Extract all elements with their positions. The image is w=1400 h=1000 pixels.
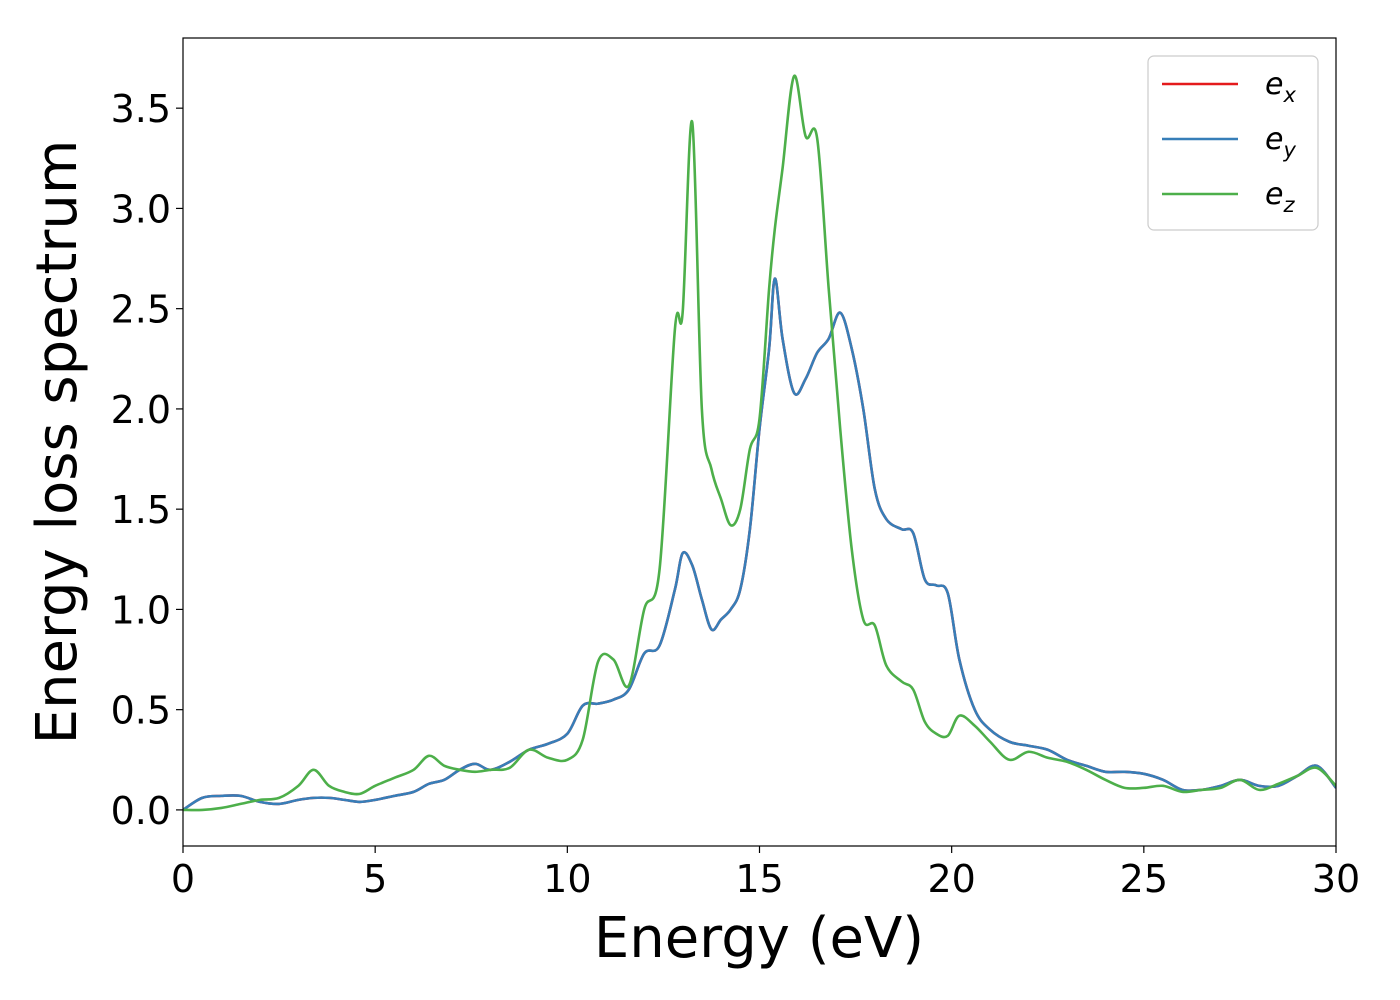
- y-tick-label: 1.5: [111, 488, 171, 532]
- y-tick-label: 2.0: [111, 388, 171, 432]
- x-tick-label: 30: [1312, 857, 1360, 901]
- y-tick-label: 1.0: [111, 588, 171, 632]
- series-line-e-z: [183, 74, 1336, 812]
- plot-layer: [183, 74, 1336, 812]
- x-tick-label: 5: [363, 857, 387, 901]
- y-tick-label: 3.0: [111, 187, 171, 231]
- y-tick-label: 0.0: [111, 789, 171, 833]
- y-tick-label: 3.5: [111, 87, 171, 131]
- y-tick-label: 0.5: [111, 689, 171, 733]
- x-tick-label: 20: [927, 857, 975, 901]
- axis-layer: 0 5 10 15 20 25 30 0.0 0.5 1.0 1.5 2.0 2.5 3.0 3.5: [111, 87, 1361, 901]
- x-tick-label: 15: [735, 857, 783, 901]
- x-tick-label: 0: [171, 857, 195, 901]
- y-tick-label: 2.5: [111, 288, 171, 332]
- legend-box: [1147, 55, 1319, 231]
- x-tick-label: 25: [1120, 857, 1168, 901]
- y-axis-title: Energy loss spectrum: [25, 140, 90, 745]
- x-tick-label: 10: [543, 857, 591, 901]
- x-axis-title: Energy (eV): [594, 906, 924, 971]
- plot-frame: [182, 37, 1337, 847]
